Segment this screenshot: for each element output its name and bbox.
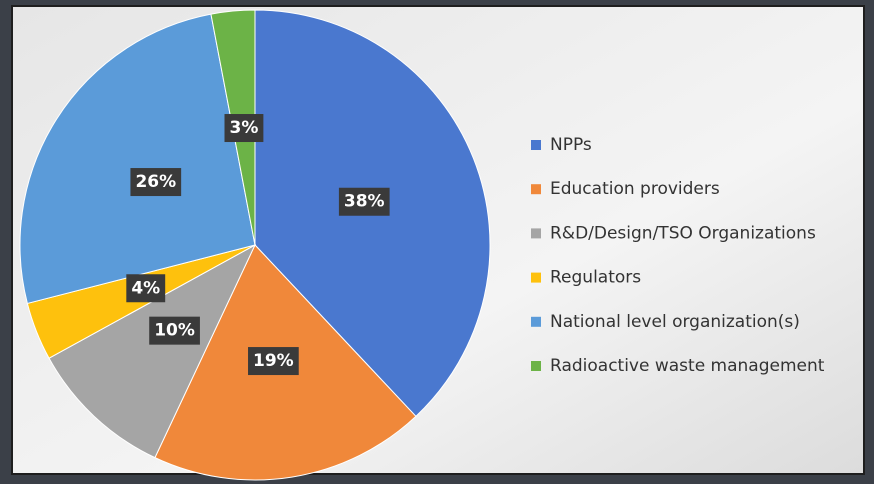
data-label: 38% xyxy=(339,188,390,216)
data-label: 4% xyxy=(126,274,165,302)
legend-label: R&D/Design/TSO Organizations xyxy=(550,223,816,243)
pie: 38% 19% 10% 4% 26% 3% xyxy=(20,10,490,480)
data-label-text: 19% xyxy=(253,351,294,371)
legend-label: Education providers xyxy=(550,179,720,199)
data-label: 3% xyxy=(225,114,264,142)
legend-label: Radioactive waste management xyxy=(550,356,825,376)
data-label: 26% xyxy=(130,168,181,196)
legend-swatch xyxy=(531,273,541,283)
legend-swatch xyxy=(531,317,541,327)
data-label-text: 26% xyxy=(135,172,176,192)
legend-swatch xyxy=(531,361,541,371)
legend-swatch xyxy=(531,228,541,238)
legend-swatch xyxy=(531,184,541,194)
legend-swatch xyxy=(531,140,541,150)
data-label-text: 4% xyxy=(131,278,160,298)
data-label: 10% xyxy=(149,317,200,345)
data-label: 19% xyxy=(248,347,299,375)
data-label-text: 10% xyxy=(154,321,195,341)
legend-label: Regulators xyxy=(550,268,641,288)
chart: 38% 19% 10% 4% 26% 3% NPPs Education providers… xyxy=(0,0,874,484)
data-label-text: 3% xyxy=(230,118,259,138)
legend-label: National level organization(s) xyxy=(550,312,800,332)
legend-label: NPPs xyxy=(550,135,592,155)
data-label-text: 38% xyxy=(344,192,385,212)
